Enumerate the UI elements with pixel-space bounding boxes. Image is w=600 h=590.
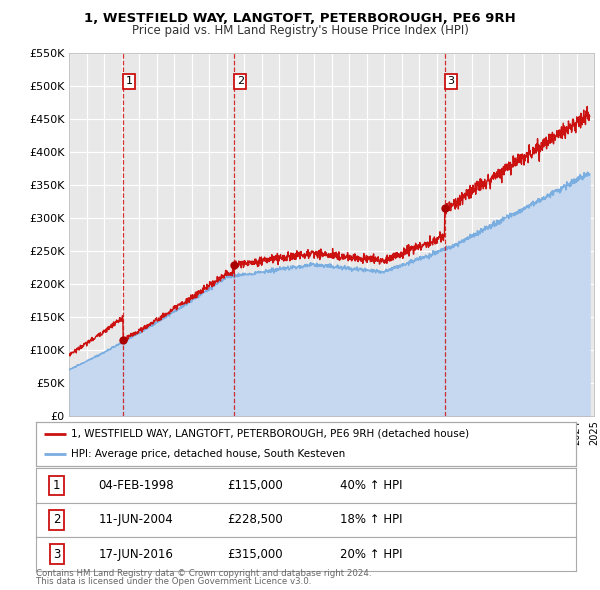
Text: 20% ↑ HPI: 20% ↑ HPI	[340, 548, 402, 560]
Text: 11-JUN-2004: 11-JUN-2004	[98, 513, 173, 526]
Text: 2: 2	[237, 77, 244, 87]
Text: £315,000: £315,000	[227, 548, 283, 560]
Text: 2: 2	[53, 513, 60, 526]
Text: 1: 1	[125, 77, 133, 87]
Text: 40% ↑ HPI: 40% ↑ HPI	[340, 479, 402, 492]
Text: 04-FEB-1998: 04-FEB-1998	[98, 479, 174, 492]
Text: £228,500: £228,500	[227, 513, 283, 526]
Text: 17-JUN-2016: 17-JUN-2016	[98, 548, 173, 560]
Text: 1: 1	[53, 479, 60, 492]
Text: Contains HM Land Registry data © Crown copyright and database right 2024.: Contains HM Land Registry data © Crown c…	[36, 569, 371, 578]
Text: £115,000: £115,000	[227, 479, 283, 492]
Text: 1, WESTFIELD WAY, LANGTOFT, PETERBOROUGH, PE6 9RH (detached house): 1, WESTFIELD WAY, LANGTOFT, PETERBOROUGH…	[71, 429, 469, 439]
Text: 18% ↑ HPI: 18% ↑ HPI	[340, 513, 402, 526]
Text: 3: 3	[447, 77, 454, 87]
Text: This data is licensed under the Open Government Licence v3.0.: This data is licensed under the Open Gov…	[36, 577, 311, 586]
Text: Price paid vs. HM Land Registry's House Price Index (HPI): Price paid vs. HM Land Registry's House …	[131, 24, 469, 37]
Text: 3: 3	[53, 548, 60, 560]
Text: HPI: Average price, detached house, South Kesteven: HPI: Average price, detached house, Sout…	[71, 449, 346, 459]
Text: 1, WESTFIELD WAY, LANGTOFT, PETERBOROUGH, PE6 9RH: 1, WESTFIELD WAY, LANGTOFT, PETERBOROUGH…	[84, 12, 516, 25]
